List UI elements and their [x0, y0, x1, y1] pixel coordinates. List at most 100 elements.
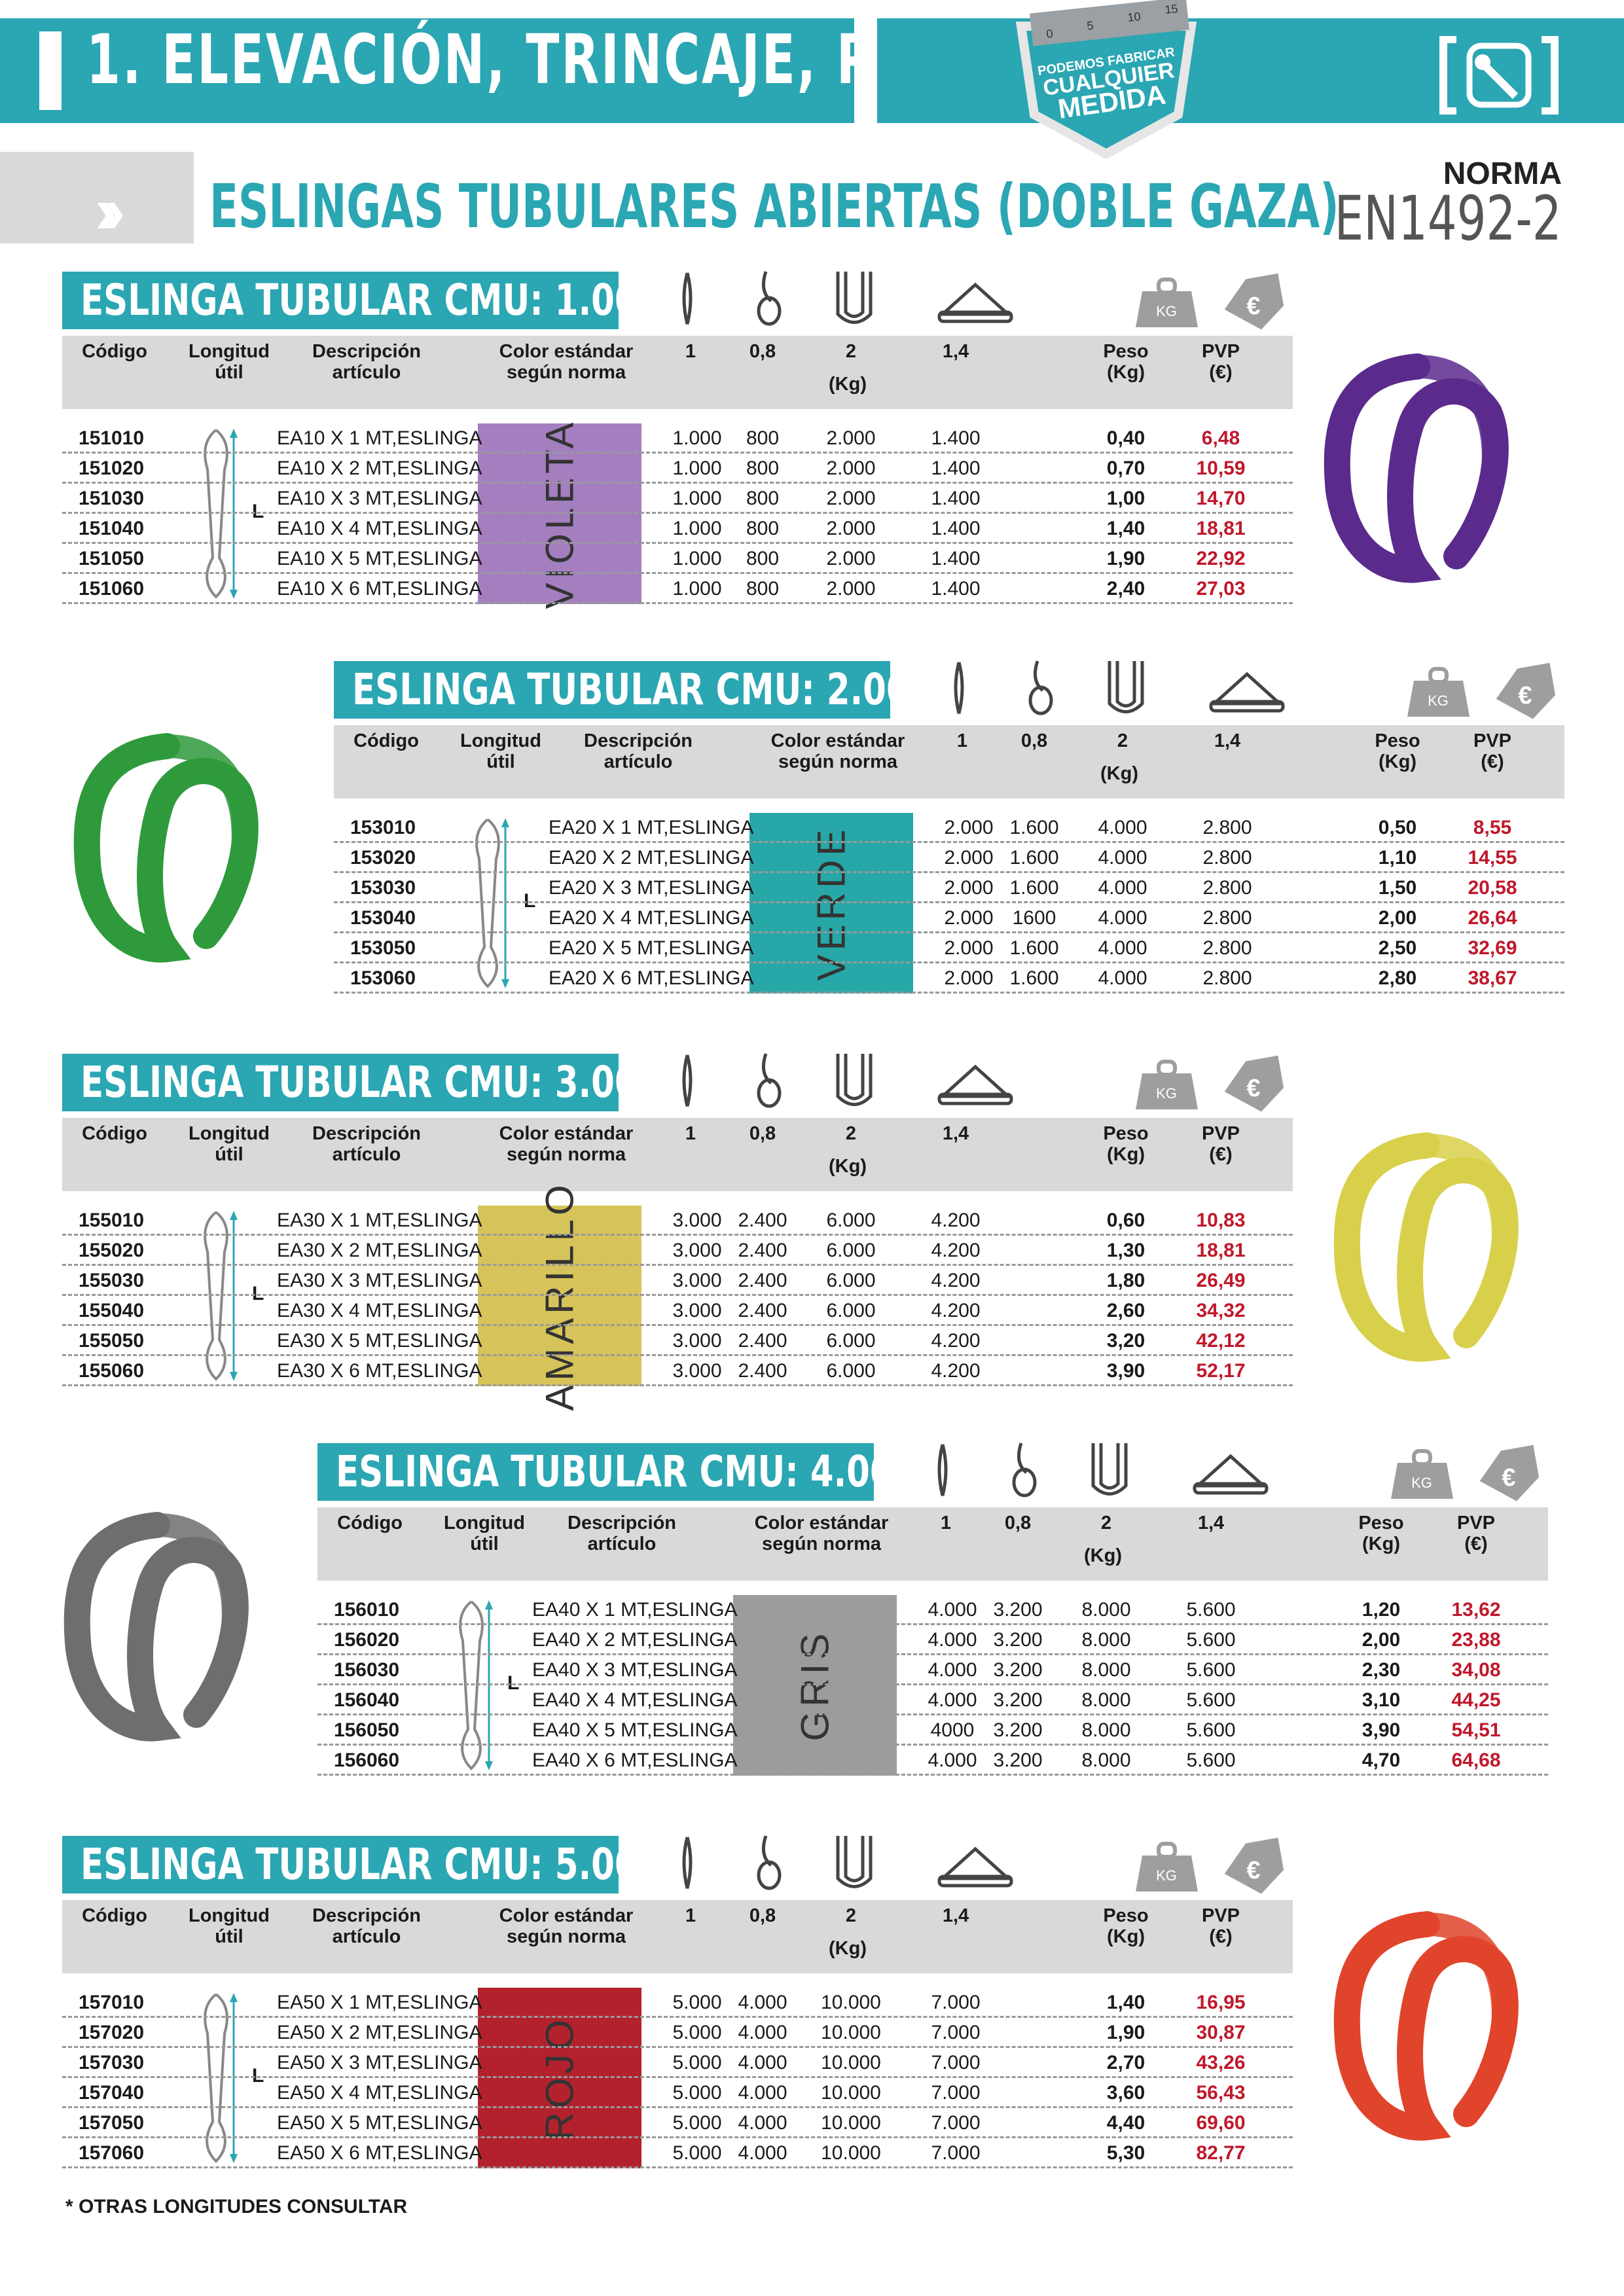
row-load-v4: 1.400	[931, 427, 981, 449]
sling-photo	[69, 726, 265, 972]
section-cmu-3: ESLINGA TUBULAR CMU: 3.000KG KG € Código Lon…	[62, 1053, 1293, 1411]
table-header: Código Longitud útil Descripción artículo C…	[334, 725, 1564, 798]
table-row: 155060 EA30 X 6 MT,ESLINGA 3.000 2.400 6.000…	[62, 1356, 1293, 1386]
row-price: 32,69	[1468, 937, 1517, 959]
row-load-v2: 2.400	[738, 1270, 787, 1291]
row-load-v3: 6.000	[826, 1270, 876, 1291]
row-price: 22,92	[1196, 548, 1246, 569]
length-label: L	[252, 2065, 264, 2087]
row-load-v3: 6.000	[826, 1240, 876, 1261]
section-title: ESLINGA TUBULAR CMU: 4.000KG	[317, 1443, 971, 1501]
col-descripcion: Descripción artículo	[568, 1513, 676, 1554]
col-pvp: PVP (€)	[1201, 341, 1240, 383]
table-row: 156020 EA40 X 2 MT,ESLINGA 4.000 3.200 8.000…	[317, 1625, 1548, 1655]
col-color: Color estándar según norma	[499, 1905, 634, 1947]
table-row: 151010 EA10 X 1 MT,ESLINGA 1.000 800 2.000 1.…	[62, 423, 1293, 454]
row-load-v3: 4.000	[1098, 817, 1147, 838]
color-standard-band: VIOLETA	[478, 419, 641, 609]
col-longitud: Longitud útil	[443, 1513, 525, 1554]
row-load-v2: 3.200	[993, 1599, 1043, 1621]
row-divider	[62, 1324, 1293, 1326]
table-row: 156010 EA40 X 1 MT,ESLINGA 4.000 3.200 8.000…	[317, 1595, 1548, 1625]
price-tag-icon: €	[1224, 273, 1284, 330]
row-code: 156050	[333, 1719, 400, 1741]
row-load-v4: 2.800	[1202, 847, 1252, 869]
row-description: EA20 X 3 MT,ESLINGA	[549, 877, 754, 899]
col-pvp: PVP (€)	[1473, 730, 1512, 772]
section-cmu-1: ESLINGA TUBULAR CMU: 1.000KG KG € Código Lon…	[62, 271, 1293, 609]
row-load-v2: 2.400	[738, 1330, 787, 1352]
table-header: Código Longitud útil Descripción artículo C…	[317, 1507, 1548, 1581]
row-load-v3: 6.000	[826, 1300, 876, 1321]
row-code: 157040	[78, 2082, 145, 2104]
row-divider	[62, 512, 1293, 514]
section-title-text: ESLINGA TUBULAR CMU: 1.000KG	[81, 275, 715, 325]
row-load-v2: 1600	[1012, 907, 1056, 929]
row-weight: 0,40	[1106, 427, 1146, 449]
row-price: 8,55	[1473, 817, 1512, 838]
row-load-v2: 2.400	[738, 1210, 787, 1231]
section-cmu-5: ESLINGA TUBULAR CMU: 5.000KG KG € Código Lon…	[62, 1835, 1293, 2168]
row-load-v4: 7.000	[931, 2022, 981, 2043]
table-row: 153050 EA20 X 5 MT,ESLINGA 2.000 1.600 4.000…	[334, 933, 1564, 963]
sling-configuration-icons: KG €	[682, 1053, 1284, 1112]
row-weight: 1,10	[1378, 847, 1417, 869]
row-code: 156060	[333, 1749, 400, 1771]
row-description: EA30 X 5 MT,ESLINGA	[277, 1330, 482, 1352]
section-cmu-2: ESLINGA TUBULAR CMU: 2.000KG KG € Código Lon…	[334, 660, 1564, 994]
row-description: EA50 X 5 MT,ESLINGA	[277, 2112, 482, 2134]
row-load-v1: 3.000	[672, 1240, 722, 1261]
row-divider	[62, 1264, 1293, 1266]
row-load-v3: 10.000	[821, 1992, 881, 2013]
row-divider	[62, 572, 1293, 574]
row-load-v3: 8.000	[1081, 1629, 1131, 1651]
col-descripcion: Descripción artículo	[584, 730, 693, 772]
row-divider	[62, 482, 1293, 484]
page-subtitle: ESLINGAS TUBULARES ABIERTAS (DOBLE GAZA)	[209, 171, 1339, 242]
row-price: 18,81	[1196, 1240, 1246, 1261]
basket-lift-icon	[836, 272, 873, 324]
row-description: EA40 X 2 MT,ESLINGA	[532, 1629, 738, 1651]
section-cmu-4: ESLINGA TUBULAR CMU: 4.000KG KG € Código Lon…	[317, 1443, 1548, 1776]
row-load-v4: 4.200	[931, 1270, 981, 1291]
row-load-v2: 1.600	[1009, 967, 1059, 989]
row-description: EA30 X 4 MT,ESLINGA	[277, 1300, 482, 1321]
choke-lift-icon	[757, 1053, 782, 1108]
price-tag-icon: €	[1479, 1444, 1540, 1501]
row-divider	[62, 2076, 1293, 2078]
row-description: EA20 X 4 MT,ESLINGA	[549, 907, 754, 929]
row-description: EA50 X 4 MT,ESLINGA	[277, 2082, 482, 2104]
row-description: EA50 X 6 MT,ESLINGA	[277, 2142, 482, 2164]
vertical-lift-icon	[682, 272, 693, 325]
row-load-v3: 6.000	[826, 1210, 876, 1231]
row-load-v2: 4.000	[738, 2082, 787, 2104]
row-description: EA20 X 6 MT,ESLINGA	[549, 967, 754, 989]
row-weight: 0,60	[1106, 1210, 1146, 1231]
row-price: 18,81	[1196, 518, 1246, 539]
row-description: EA30 X 2 MT,ESLINGA	[277, 1240, 482, 1261]
svg-text:€: €	[1246, 1857, 1260, 1884]
row-code: 157010	[78, 1992, 145, 2013]
row-price: 34,08	[1451, 1659, 1501, 1681]
row-weight: 2,60	[1106, 1300, 1146, 1321]
col-descripcion: Descripción artículo	[312, 341, 421, 383]
col-f2: 0,8	[749, 1905, 776, 1926]
row-price: 14,70	[1196, 488, 1246, 509]
row-divider	[334, 901, 1564, 903]
row-price: 6,48	[1201, 427, 1240, 449]
row-price: 69,60	[1196, 2112, 1246, 2134]
basket-lift-icon	[836, 1836, 873, 1888]
col-kg-unit: (Kg)	[829, 1938, 867, 1959]
row-load-v1: 2.000	[944, 967, 994, 989]
tools-icon	[1439, 36, 1559, 115]
row-load-v3: 2.000	[826, 488, 876, 509]
row-divider	[62, 2106, 1293, 2108]
row-code: 156030	[333, 1659, 400, 1681]
row-code: 153040	[350, 907, 416, 929]
row-description: EA10 X 2 MT,ESLINGA	[277, 457, 482, 479]
row-load-v2: 4.000	[738, 2112, 787, 2134]
row-load-v2: 4.000	[738, 2052, 787, 2073]
row-divider	[62, 1294, 1293, 1296]
row-load-v4: 1.400	[931, 578, 981, 600]
col-f2: 0,8	[1020, 730, 1048, 751]
